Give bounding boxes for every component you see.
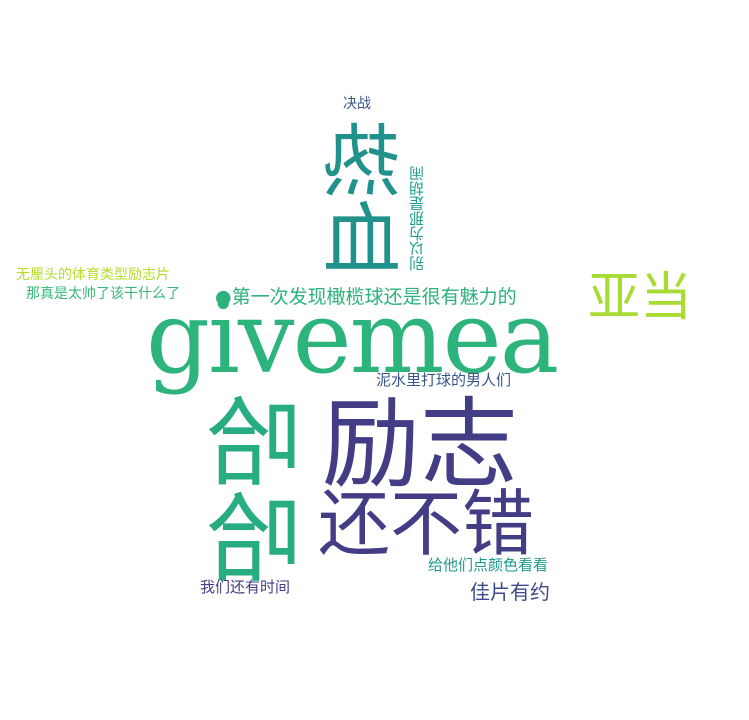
word-haha: 哈哈 bbox=[206, 392, 318, 584]
word-yadang: 亚当 bbox=[588, 268, 693, 328]
word-wulitou: 无厘头的体育类型励志片 bbox=[16, 267, 170, 283]
word-haibucuo: 还不错 bbox=[318, 482, 535, 566]
word-rexue: 热血 bbox=[324, 120, 414, 276]
word-bieyiwei: 别以为那是胡闹 bbox=[408, 166, 426, 271]
word-geitamen: 给他们点颜色看看 bbox=[428, 556, 549, 574]
word-juezhan: 决战 bbox=[343, 96, 371, 112]
word-givemea: givemea bbox=[146, 279, 559, 396]
word-womenhaiyou: 我们还有时间 bbox=[200, 578, 291, 596]
word-nishui: 泥水里打球的男人们 bbox=[376, 371, 512, 389]
word-lizhi: 励志 bbox=[322, 388, 519, 502]
word-jiapian: 佳片有约 bbox=[470, 580, 550, 604]
word-nazhenshi: 那真是太帅了该干什么了 bbox=[26, 286, 180, 302]
word-diyici: ●第一次发现橄榄球还是很有魅力的 bbox=[215, 286, 517, 308]
